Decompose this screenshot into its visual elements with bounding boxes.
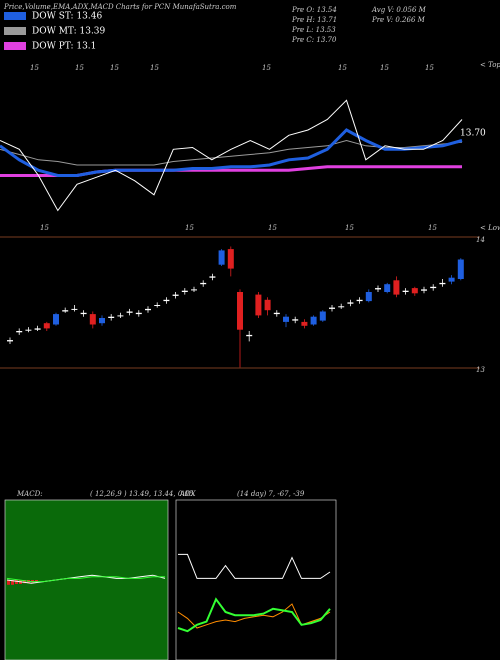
- candle-body: [117, 315, 124, 317]
- top-mark: 15: [338, 64, 347, 72]
- candle-body: [329, 307, 335, 309]
- legend-swatch: [4, 42, 26, 50]
- candle-body: [172, 294, 179, 296]
- candle-body: [53, 314, 59, 325]
- macd-hist: [23, 580, 26, 584]
- candle-body: [411, 288, 418, 294]
- candle-body: [209, 276, 216, 278]
- candle-body: [457, 259, 464, 279]
- candle-body: [80, 312, 87, 315]
- bottom-mark: 15: [428, 224, 437, 232]
- macd-hist: [15, 580, 18, 584]
- candle-body: [237, 292, 243, 330]
- candle-body: [227, 249, 234, 269]
- line: [178, 553, 331, 579]
- candle-body: [25, 329, 32, 331]
- legend-swatch: [4, 27, 26, 35]
- candle-body: [255, 294, 262, 316]
- bottom-mark: 15: [268, 224, 277, 232]
- candle-body: [62, 310, 69, 312]
- candle-body: [393, 280, 400, 295]
- candle-body: [421, 289, 427, 291]
- candle-body: [319, 311, 326, 321]
- y-tick-label: 13: [476, 366, 485, 374]
- top-mark: 15: [30, 64, 39, 72]
- stat: Pre V: 0.266 M: [371, 16, 426, 24]
- stat: Pre L: 13.53: [291, 26, 336, 34]
- bottom-mark: 15: [40, 224, 49, 232]
- line: [6, 574, 166, 584]
- macd-hist: [11, 580, 14, 585]
- candle-body: [264, 299, 271, 311]
- top-mark: 15: [425, 64, 434, 72]
- last-price: 13.70: [460, 129, 486, 139]
- legend-label: DOW ST: 13.46: [32, 12, 102, 22]
- candle-body: [283, 316, 289, 322]
- candle-body: [218, 250, 225, 265]
- candle-body: [347, 302, 354, 304]
- stat: Pre C: 13.70: [291, 36, 337, 44]
- tops-label: < Tops: [480, 61, 500, 69]
- legend-swatch: [4, 12, 26, 20]
- stat: Pre O: 13.54: [291, 6, 337, 14]
- candle-body: [273, 312, 280, 315]
- adx-panel: [175, 499, 337, 660]
- candle-body: [163, 299, 170, 302]
- candle-body: [292, 319, 299, 321]
- candle-body: [191, 289, 197, 291]
- candle-body: [34, 328, 41, 330]
- legend-label: DOW PT: 13.1: [32, 42, 96, 52]
- candle-body: [108, 316, 115, 318]
- line: [177, 597, 331, 633]
- macd-hist: [35, 580, 38, 582]
- adx-label: ADX: [179, 490, 197, 498]
- line: [0, 99, 463, 212]
- top-mark: 15: [75, 64, 84, 72]
- legend-label: DOW MT: 13.39: [32, 27, 106, 37]
- candle-body: [384, 284, 391, 292]
- line: [6, 576, 165, 583]
- candle-body: [200, 282, 207, 285]
- candle-body: [7, 340, 13, 342]
- candle-body: [43, 323, 50, 329]
- candle-body: [430, 286, 437, 289]
- y-tick-label: 14: [476, 236, 485, 244]
- candle-body: [154, 305, 161, 306]
- candle-body: [71, 308, 78, 310]
- bottom-mark: 15: [185, 224, 194, 232]
- bottom-mark: 15: [345, 224, 354, 232]
- candle-body: [301, 321, 308, 326]
- stat: Pre H: 13.71: [291, 16, 337, 24]
- candle-body: [375, 288, 381, 290]
- candle-body: [135, 312, 142, 315]
- adx-params: (14 day) 7, -67, -39: [237, 490, 305, 498]
- top-mark: 15: [262, 64, 271, 72]
- candle-body: [181, 290, 188, 292]
- macd-label: MACD:: [16, 490, 43, 498]
- line: [0, 128, 463, 177]
- top-mark: 15: [110, 64, 119, 72]
- candle-body: [439, 282, 446, 285]
- stat: Avg V: 0.056 M: [371, 6, 427, 14]
- candle-body: [402, 290, 409, 292]
- candle-body: [99, 318, 105, 324]
- page-title: Price,Volume,EMA,ADX,MACD Charts for PCN…: [3, 3, 237, 11]
- line: [0, 139, 463, 166]
- candle-body: [338, 306, 345, 308]
- candle-body: [16, 331, 23, 333]
- candle-body: [356, 299, 363, 302]
- candle-body: [126, 311, 133, 313]
- candle-body: [89, 314, 96, 325]
- candle-body: [246, 334, 253, 337]
- top-mark: 15: [380, 64, 389, 72]
- candle-body: [448, 277, 455, 282]
- top-mark: 15: [150, 64, 159, 72]
- candle-body: [365, 292, 372, 302]
- lows-label: < Lows: [480, 224, 500, 232]
- macd-hist: [7, 580, 10, 585]
- macd-params: ( 12,26,9 ) 13.49, 13.44, 0.05: [90, 490, 194, 498]
- candle-body: [145, 308, 151, 311]
- candle-body: [310, 316, 317, 325]
